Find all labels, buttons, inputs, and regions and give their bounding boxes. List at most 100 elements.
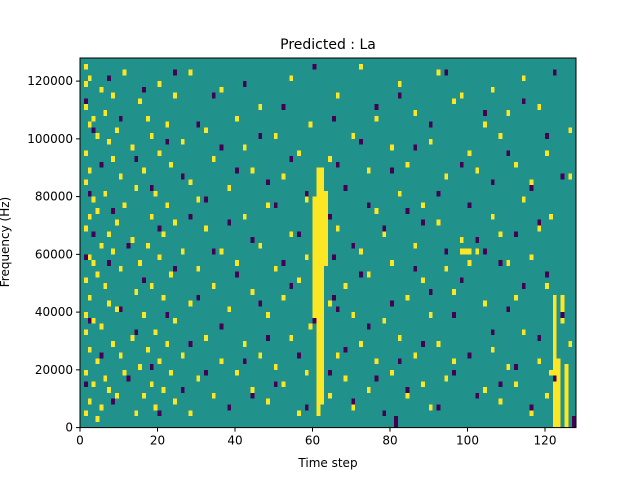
- heatmap-cell-low: [273, 381, 278, 388]
- heatmap-cell-high: [335, 92, 340, 99]
- heatmap-cell-high: [483, 300, 487, 307]
- heatmap-cell-high: [161, 294, 166, 301]
- heatmap-cell-high: [324, 190, 328, 266]
- heatmap-cell-low: [545, 133, 549, 139]
- heatmap-cell-high: [134, 185, 139, 191]
- heatmap-cell-low: [359, 138, 363, 145]
- heatmap-cell-high: [359, 340, 363, 347]
- heatmap-cell-high: [173, 219, 177, 226]
- heatmap-cell-low: [258, 133, 263, 139]
- heatmap-cell-high: [235, 115, 239, 122]
- heatmap-cell-high: [413, 352, 418, 359]
- heatmap-cell-high: [266, 312, 270, 318]
- heatmap-cell-low: [421, 340, 425, 347]
- heatmap-cell-low: [452, 312, 456, 318]
- heatmap-cell-high: [211, 156, 216, 162]
- heatmap-cell-high: [114, 306, 119, 313]
- heatmap-cell-high: [273, 133, 278, 139]
- heatmap-cell-high: [149, 213, 154, 220]
- heatmap-cell-high: [211, 392, 216, 399]
- heatmap-cell-high: [130, 335, 135, 341]
- x-tick-label: 120: [534, 434, 557, 448]
- heatmap-cell-high: [545, 283, 549, 289]
- heatmap-cell-high: [452, 98, 456, 105]
- heatmap-cell-high: [180, 352, 185, 359]
- heatmap-cell-high: [153, 190, 158, 197]
- heatmap-cell-high: [107, 231, 111, 238]
- heatmap-cell-high: [138, 260, 142, 266]
- heatmap-cell-high: [382, 231, 387, 238]
- heatmap-cell-low: [196, 121, 201, 128]
- plot-area: [80, 58, 576, 428]
- heatmap-cell-high: [537, 358, 542, 365]
- heatmap-cell-high: [537, 104, 542, 110]
- heatmap-cell-high: [328, 300, 332, 307]
- heatmap-cell-low: [134, 156, 139, 162]
- heatmap-cell-low: [459, 277, 464, 284]
- heatmap-cell-high: [281, 173, 286, 180]
- heatmap-cell-high: [289, 231, 294, 238]
- heatmap-cell-high: [196, 265, 201, 272]
- heatmap-cell-high: [91, 317, 96, 324]
- heatmap-cell-high: [308, 121, 313, 128]
- heatmap-cell-high: [118, 352, 123, 359]
- heatmap-cell-high: [107, 387, 111, 393]
- heatmap-cell-low: [250, 237, 255, 243]
- heatmap-cell-low: [331, 294, 336, 301]
- heatmap-cell-low: [99, 161, 104, 168]
- heatmap-cell-high: [87, 398, 92, 405]
- heatmap-cell-high: [83, 81, 88, 87]
- heatmap-cell-high: [382, 317, 387, 324]
- heatmap-cell-high: [521, 196, 526, 203]
- heatmap-cell-high: [351, 312, 356, 318]
- heatmap-cell-high: [157, 358, 162, 365]
- heatmap-cell-high: [87, 294, 92, 301]
- heatmap-cell-low: [87, 317, 92, 324]
- heatmap-cell-high: [211, 283, 216, 289]
- heatmap-cell-high: [498, 133, 503, 139]
- heatmap-cell-low: [87, 190, 92, 197]
- heatmap-cell-high: [390, 369, 394, 376]
- heatmap-cell-low: [366, 202, 371, 209]
- heatmap-cell-low: [134, 329, 139, 336]
- heatmap-cell-high: [436, 340, 441, 347]
- heatmap-cell-high: [545, 392, 549, 399]
- heatmap-cell-high: [273, 364, 278, 370]
- heatmap-cell-high: [258, 352, 263, 359]
- heatmap-cell-high: [83, 179, 88, 186]
- heatmap-cell-high: [444, 173, 449, 180]
- heatmap-cell-high: [320, 167, 325, 405]
- heatmap-cell-high: [444, 375, 449, 382]
- heatmap-cell-high: [219, 358, 224, 365]
- heatmap-cell-high: [227, 306, 232, 313]
- heatmap-cell-high: [366, 387, 371, 393]
- heatmap-cell-low: [475, 237, 480, 243]
- heatmap-cell-high: [161, 387, 166, 393]
- heatmap-cell-low: [335, 306, 340, 313]
- heatmap-cell-low: [250, 392, 255, 399]
- heatmap-cell-high: [204, 225, 208, 232]
- heatmap-cell-low: [149, 185, 154, 191]
- heatmap-cell-high: [316, 167, 321, 417]
- heatmap-cell-low: [266, 179, 270, 186]
- x-axis: 0 20 40 60 80 100 120: [76, 427, 557, 448]
- heatmap-cell-low: [111, 398, 115, 405]
- heatmap-cell-low: [83, 254, 88, 261]
- heatmap-cell-high: [452, 358, 456, 365]
- heatmap-cell-low: [537, 219, 542, 226]
- heatmap-cell-high: [568, 173, 573, 180]
- x-tick-label: 60: [305, 434, 320, 448]
- y-axis: 0 20000 40000 60000 80000 100000 120000: [27, 74, 80, 435]
- heatmap-cell-low: [219, 323, 224, 330]
- heatmap-cell-high: [142, 312, 146, 318]
- heatmap-cell-high: [560, 294, 565, 324]
- heatmap-cell-high: [258, 104, 263, 110]
- heatmap-cell-high: [99, 323, 104, 330]
- heatmap-cell-low: [467, 352, 472, 359]
- heatmap-cell-low: [545, 271, 549, 278]
- heatmap-cell-high: [138, 364, 142, 370]
- heatmap-cell-high: [157, 254, 162, 261]
- heatmap-cell-high: [161, 231, 166, 238]
- heatmap-cell-high: [122, 202, 127, 209]
